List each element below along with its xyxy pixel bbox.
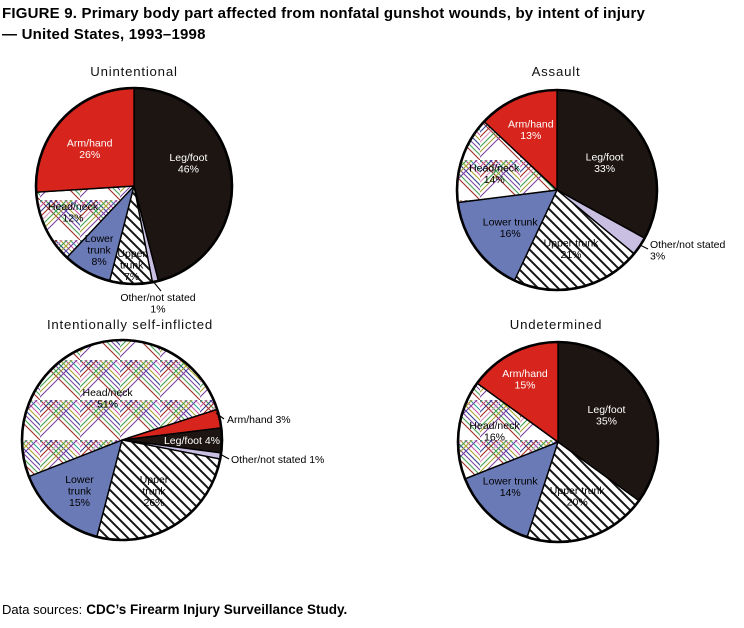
figure-title: FIGURE 9. Primary body part affected fro…: [2, 3, 645, 45]
label-other-not-stated: Other/not stated 3%: [650, 239, 725, 263]
figure-title-line1: FIGURE 9. Primary body part affected fro…: [2, 5, 646, 22]
leader-other-not-stated: [219, 453, 230, 460]
leader-other-not-stated: [639, 244, 649, 250]
data-sources-label: Data sources:: [2, 602, 83, 617]
label-leg-foot: Leg/foot 35%: [588, 404, 626, 428]
chart-title: Intentionally self-inflicted: [47, 317, 213, 332]
label-arm-hand: Arm/hand 3%: [227, 414, 291, 426]
label-leg-foot: Leg/foot 4%: [164, 435, 220, 447]
label-upper-trunk: Upper trunk 20%: [550, 485, 606, 509]
pie-outline: [455, 88, 659, 292]
chart-title: Assault: [532, 64, 581, 79]
pie-outline: [20, 338, 224, 542]
label-other-not-stated: Other/not stated 1%: [231, 454, 324, 466]
pie-outline: [34, 86, 234, 286]
label-lower-trunk: Lower trunk 15%: [65, 474, 94, 509]
pie-outline: [456, 340, 660, 544]
label-arm-hand: Arm/hand 13%: [508, 119, 554, 143]
label-other-not-stated: Other/not stated 1%: [120, 292, 195, 316]
label-head-neck: Head/neck 16%: [469, 420, 520, 444]
data-sources: Data sources: CDC’s Firearm Injury Survei…: [2, 602, 347, 618]
figure-title-line2: — United States, 1993–1998: [2, 26, 206, 43]
chart-title: Unintentional: [90, 64, 177, 79]
label-lower-trunk: Lower trunk 16%: [483, 217, 539, 241]
pie-intentionally-self-inflicted: Leg/foot 4% Other/not stated 1% Upper trunk…: [20, 317, 324, 542]
label-arm-hand: Arm/hand 15%: [502, 368, 548, 392]
label-upper-trunk: Upper trunk 7%: [117, 248, 146, 283]
leader-other-not-stated: [151, 279, 162, 292]
label-lower-trunk: Lower trunk 8%: [85, 233, 114, 268]
pie-assault: Leg/foot 33% Other/not stated 3% Upper trunk…: [455, 64, 725, 292]
label-head-neck: Head/neck 12%: [48, 201, 99, 225]
leader-arm-hand: [215, 412, 225, 420]
label-lower-trunk: Lower trunk 14%: [483, 476, 539, 500]
label-head-neck: Head/neck 51%: [82, 387, 133, 411]
label-upper-trunk: Upper trunk 26%: [140, 474, 169, 509]
data-sources-text: CDC’s Firearm Injury Surveillance Study.: [86, 602, 348, 617]
label-upper-trunk: Upper trunk 21%: [544, 238, 600, 262]
chart-title: Undetermined: [510, 317, 602, 332]
label-leg-foot: Leg/foot 33%: [586, 152, 624, 176]
label-head-neck: Head/neck 14%: [469, 163, 520, 187]
label-leg-foot: Leg/foot 46%: [169, 152, 207, 176]
label-arm-hand: Arm/hand 26%: [67, 138, 113, 162]
pie-undetermined: Leg/foot 35% Upper trunk 20% Lower trunk 14% H…: [456, 317, 660, 544]
pie-unintentional: Leg/foot 46% Other/not stated 1% Upper trunk 7…: [34, 64, 234, 316]
